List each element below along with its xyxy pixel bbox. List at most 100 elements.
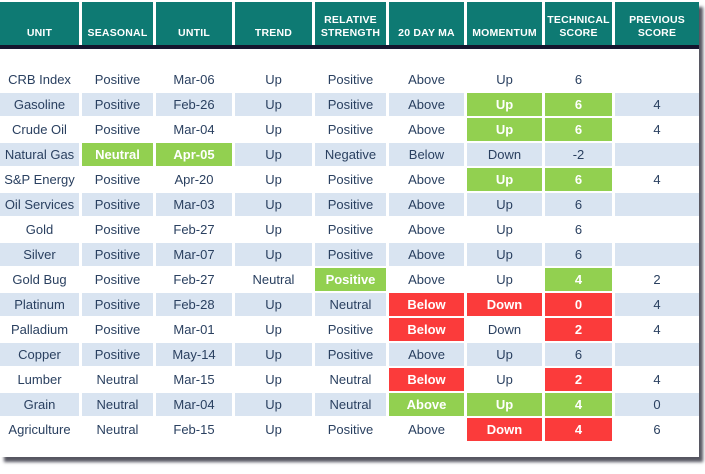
cell-until: Mar-03 xyxy=(156,193,232,216)
cell-previous-score: 2 xyxy=(615,268,699,291)
cell-relative-strength: Neutral xyxy=(315,393,386,416)
cell-until: Feb-28 xyxy=(156,293,232,316)
cell-momentum: Up xyxy=(467,268,542,291)
table-row: Copper Positive May-14 Up Positive Above Up 6 xyxy=(0,343,699,366)
column-header-momentum: MOMENTUM xyxy=(467,2,542,45)
cell-unit: Oil Services xyxy=(0,193,79,216)
cell-seasonal: Positive xyxy=(82,193,153,216)
cell-seasonal: Neutral xyxy=(82,393,153,416)
cell-relative-strength: Neutral xyxy=(315,368,386,391)
cell-momentum: Up xyxy=(467,68,542,91)
table-row: S&P Energy Positive Apr-20 Up Positive Above U… xyxy=(0,168,699,191)
cell-seasonal: Neutral xyxy=(82,143,153,166)
cell-seasonal: Positive xyxy=(82,68,153,91)
cell-previous-score xyxy=(615,243,699,266)
cell-until: Mar-15 xyxy=(156,368,232,391)
cell-momentum: Up xyxy=(467,193,542,216)
cell-seasonal: Positive xyxy=(82,318,153,341)
cell-previous-score xyxy=(615,143,699,166)
table-row: CRB Index Positive Mar-06 Up Positive Above Up… xyxy=(0,68,699,91)
cell-trend: Up xyxy=(235,93,312,116)
cell-20-day-ma: Below xyxy=(389,318,464,341)
cell-technical-score: 6 xyxy=(545,218,612,241)
cell-trend: Up xyxy=(235,393,312,416)
cell-technical-score: 2 xyxy=(545,368,612,391)
cell-until: Feb-26 xyxy=(156,93,232,116)
table-row: Natural Gas Neutral Apr-05 Up Negative Below D… xyxy=(0,143,699,166)
cell-relative-strength: Positive xyxy=(315,243,386,266)
cell-seasonal: Positive xyxy=(82,293,153,316)
cell-previous-score: 4 xyxy=(615,118,699,141)
cell-momentum: Up xyxy=(467,368,542,391)
cell-trend: Up xyxy=(235,293,312,316)
cell-until: Mar-04 xyxy=(156,118,232,141)
cell-until: Apr-05 xyxy=(156,143,232,166)
cell-20-day-ma: Above xyxy=(389,418,464,441)
cell-until: Mar-01 xyxy=(156,318,232,341)
cell-relative-strength: Positive xyxy=(315,418,386,441)
cell-until: May-14 xyxy=(156,343,232,366)
cell-technical-score: 4 xyxy=(545,418,612,441)
cell-20-day-ma: Above xyxy=(389,118,464,141)
cell-momentum: Up xyxy=(467,218,542,241)
cell-unit: CRB Index xyxy=(0,68,79,91)
cell-relative-strength: Neutral xyxy=(315,293,386,316)
cell-technical-score: 6 xyxy=(545,243,612,266)
cell-seasonal: Neutral xyxy=(82,418,153,441)
cell-20-day-ma: Above xyxy=(389,93,464,116)
cell-momentum: Up xyxy=(467,243,542,266)
cell-unit: Gasoline xyxy=(0,93,79,116)
cell-momentum: Down xyxy=(467,318,542,341)
cell-momentum: Up xyxy=(467,118,542,141)
cell-trend: Up xyxy=(235,418,312,441)
cell-relative-strength: Positive xyxy=(315,68,386,91)
table-row: Oil Services Positive Mar-03 Up Positive Abov… xyxy=(0,193,699,216)
cell-until: Apr-20 xyxy=(156,168,232,191)
cell-momentum: Up xyxy=(467,393,542,416)
cell-20-day-ma: Above xyxy=(389,68,464,91)
cell-momentum: Down xyxy=(467,143,542,166)
column-header-unit: UNIT xyxy=(0,2,79,45)
cell-technical-score: 6 xyxy=(545,343,612,366)
cell-trend: Up xyxy=(235,193,312,216)
table-row: Crude Oil Positive Mar-04 Up Positive Above Up… xyxy=(0,118,699,141)
table-row: Grain Neutral Mar-04 Up Neutral Above Up 4 0 xyxy=(0,393,699,416)
cell-technical-score: 2 xyxy=(545,318,612,341)
cell-seasonal: Positive xyxy=(82,268,153,291)
cell-previous-score xyxy=(615,68,699,91)
cell-technical-score: 6 xyxy=(545,193,612,216)
cell-20-day-ma: Above xyxy=(389,193,464,216)
cell-seasonal: Positive xyxy=(82,168,153,191)
cell-seasonal: Positive xyxy=(82,118,153,141)
cell-unit: Crude Oil xyxy=(0,118,79,141)
cell-trend: Up xyxy=(235,368,312,391)
cell-technical-score: 6 xyxy=(545,68,612,91)
table-row: Platinum Positive Feb-28 Up Neutral Below Down… xyxy=(0,293,699,316)
cell-unit: Lumber xyxy=(0,368,79,391)
cell-unit: Natural Gas xyxy=(0,143,79,166)
cell-seasonal: Positive xyxy=(82,343,153,366)
cell-20-day-ma: Below xyxy=(389,143,464,166)
table-row: Gold Bug Positive Feb-27 Neutral Positive Abo… xyxy=(0,268,699,291)
cell-unit: S&P Energy xyxy=(0,168,79,191)
cell-trend: Up xyxy=(235,343,312,366)
cell-until: Feb-27 xyxy=(156,218,232,241)
cell-seasonal: Neutral xyxy=(82,368,153,391)
cell-momentum: Up xyxy=(467,93,542,116)
table-row: Gold Positive Feb-27 Up Positive Above Up 6 xyxy=(0,218,699,241)
cell-momentum: Down xyxy=(467,418,542,441)
cell-trend: Up xyxy=(235,168,312,191)
cell-until: Mar-04 xyxy=(156,393,232,416)
cell-20-day-ma: Above xyxy=(389,393,464,416)
cell-previous-score: 4 xyxy=(615,93,699,116)
cell-unit: Grain xyxy=(0,393,79,416)
cell-unit: Silver xyxy=(0,243,79,266)
column-header-technical-score: TECHNICAL SCORE xyxy=(545,2,612,45)
cell-20-day-ma: Above xyxy=(389,343,464,366)
cell-trend: Neutral xyxy=(235,268,312,291)
cell-previous-score xyxy=(615,193,699,216)
table-body: CRB Index Positive Mar-06 Up Positive Above Up… xyxy=(0,68,699,441)
cell-trend: Up xyxy=(235,243,312,266)
cell-20-day-ma: Above xyxy=(389,243,464,266)
cell-unit: Agriculture xyxy=(0,418,79,441)
